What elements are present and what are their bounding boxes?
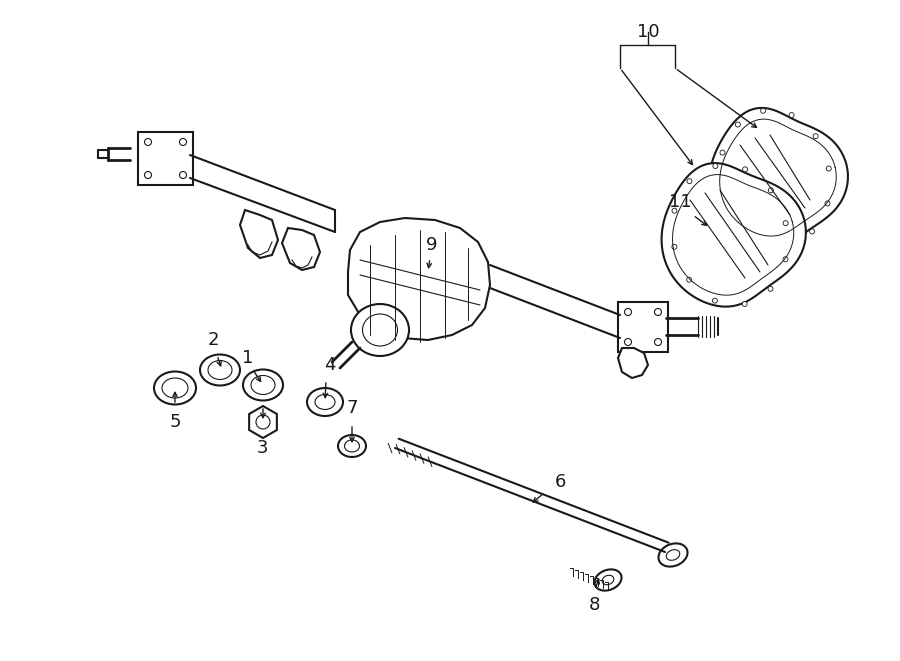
Ellipse shape	[625, 309, 632, 315]
Ellipse shape	[732, 217, 737, 222]
Ellipse shape	[720, 150, 725, 155]
Ellipse shape	[179, 171, 186, 178]
Ellipse shape	[145, 139, 151, 145]
Text: 1: 1	[242, 349, 254, 367]
Ellipse shape	[756, 239, 760, 243]
Ellipse shape	[687, 277, 692, 282]
Ellipse shape	[251, 375, 275, 395]
Ellipse shape	[713, 163, 718, 169]
Ellipse shape	[769, 188, 773, 193]
Text: 6: 6	[554, 473, 566, 491]
Ellipse shape	[666, 550, 680, 561]
Ellipse shape	[345, 440, 359, 452]
Text: 3: 3	[256, 439, 268, 457]
Ellipse shape	[595, 569, 622, 591]
Ellipse shape	[208, 360, 232, 379]
Ellipse shape	[338, 435, 366, 457]
Polygon shape	[618, 302, 668, 352]
Ellipse shape	[785, 243, 789, 248]
Polygon shape	[618, 348, 648, 378]
Text: 7: 7	[346, 399, 358, 417]
Ellipse shape	[654, 338, 662, 346]
Text: 2: 2	[207, 331, 219, 349]
Text: 11: 11	[669, 193, 691, 211]
Text: 5: 5	[169, 413, 181, 431]
Ellipse shape	[602, 575, 614, 585]
Ellipse shape	[307, 388, 343, 416]
Ellipse shape	[783, 256, 788, 262]
Ellipse shape	[789, 112, 794, 118]
Ellipse shape	[687, 178, 692, 184]
Polygon shape	[709, 108, 848, 247]
Polygon shape	[348, 218, 490, 340]
Ellipse shape	[672, 208, 677, 214]
Ellipse shape	[813, 134, 818, 139]
Text: 9: 9	[427, 236, 437, 254]
Polygon shape	[662, 163, 806, 307]
Ellipse shape	[154, 371, 196, 405]
Ellipse shape	[351, 304, 409, 356]
Ellipse shape	[243, 369, 283, 401]
Ellipse shape	[735, 122, 741, 127]
Ellipse shape	[783, 221, 788, 225]
Ellipse shape	[256, 415, 270, 429]
Ellipse shape	[810, 229, 814, 234]
Polygon shape	[282, 228, 320, 270]
Ellipse shape	[363, 314, 398, 346]
Ellipse shape	[742, 167, 748, 172]
Ellipse shape	[654, 309, 662, 315]
Text: 8: 8	[589, 596, 599, 614]
Ellipse shape	[760, 108, 766, 113]
Ellipse shape	[315, 395, 335, 410]
Ellipse shape	[625, 338, 632, 346]
Ellipse shape	[145, 171, 151, 178]
Polygon shape	[249, 406, 277, 438]
Ellipse shape	[826, 166, 832, 171]
Text: 10: 10	[636, 23, 660, 41]
Ellipse shape	[672, 245, 677, 249]
Ellipse shape	[200, 354, 240, 385]
Ellipse shape	[768, 286, 773, 292]
Ellipse shape	[742, 301, 747, 307]
Ellipse shape	[179, 139, 186, 145]
Polygon shape	[240, 210, 278, 258]
Ellipse shape	[713, 298, 717, 303]
Ellipse shape	[162, 378, 188, 398]
Ellipse shape	[825, 201, 830, 206]
Polygon shape	[138, 132, 193, 185]
Text: 4: 4	[324, 356, 336, 374]
Ellipse shape	[659, 543, 688, 566]
Ellipse shape	[719, 185, 724, 190]
